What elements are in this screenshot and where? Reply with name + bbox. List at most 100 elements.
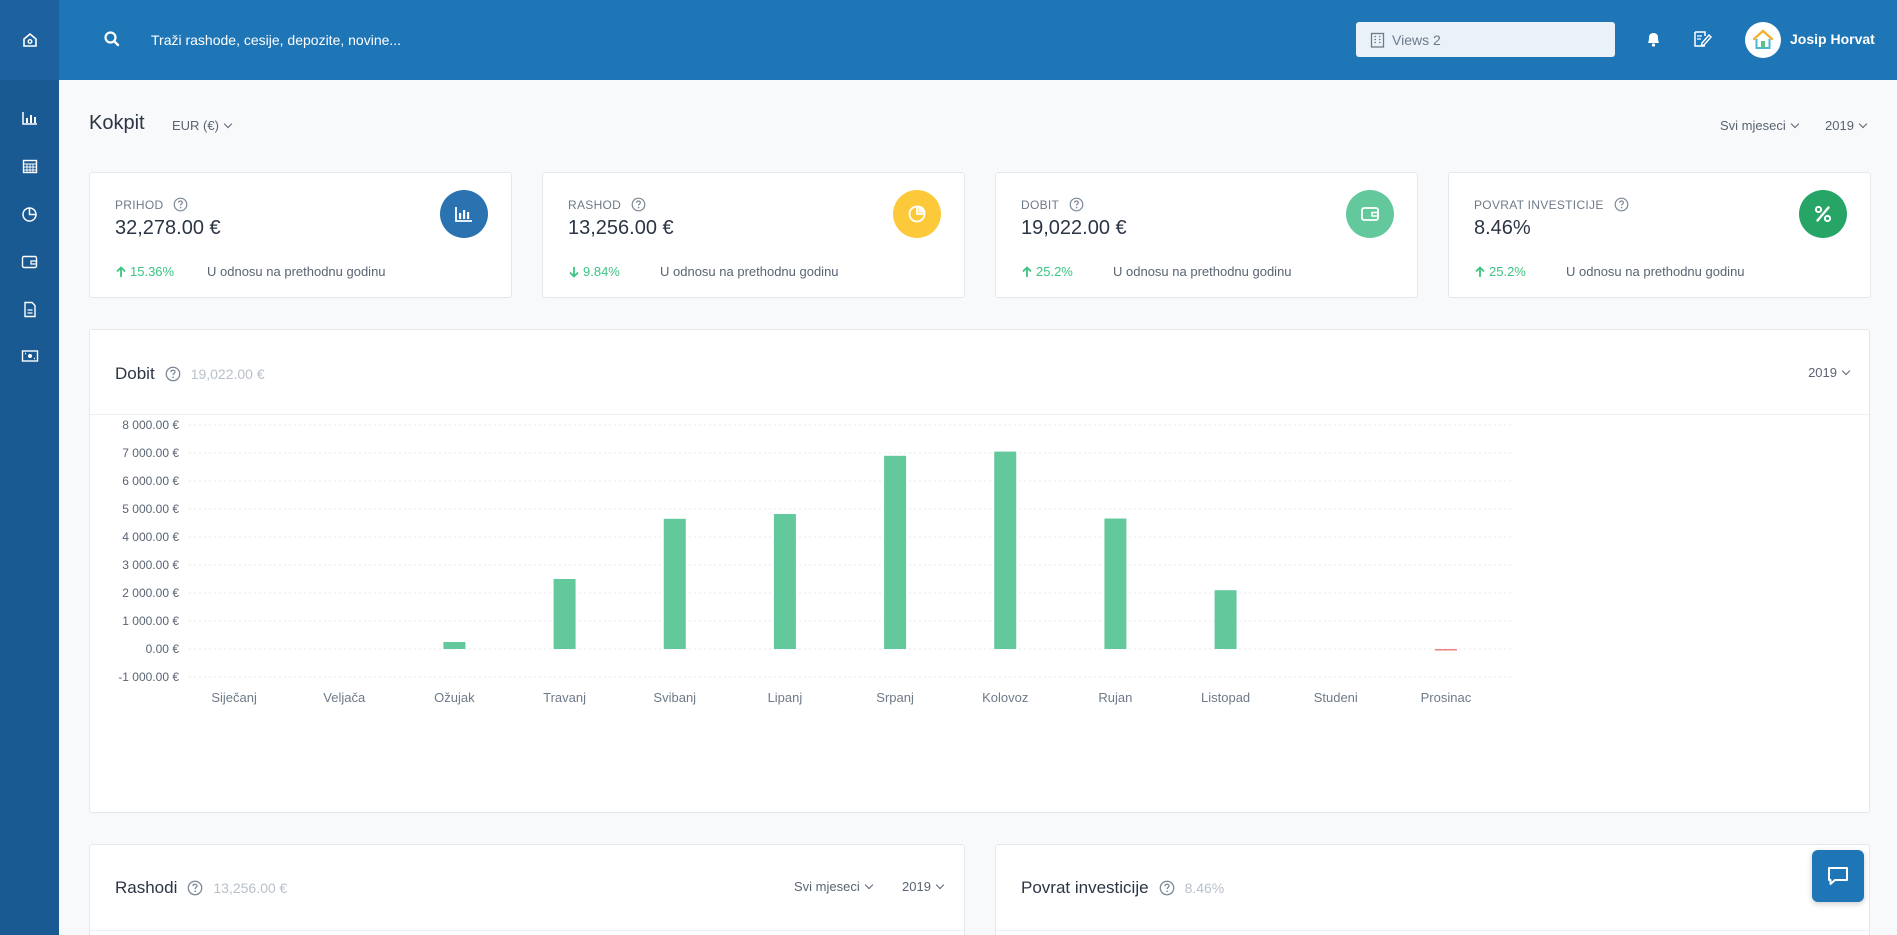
expenses-months-filter[interactable]: Svi mjeseci: [794, 879, 873, 894]
top-bar: Views 2 Josip Horvat: [59, 0, 1897, 80]
sidebar-item-wallet[interactable]: [0, 241, 59, 281]
arrow-up-icon: [1475, 265, 1485, 277]
chevron-down-icon: [864, 880, 873, 890]
search-icon[interactable]: [103, 30, 121, 48]
kpi-trend-value: 25.2%: [1036, 264, 1073, 279]
kpi-card-roi: POVRAT INVESTICIJE 8.46% 25.2% U odnosu …: [1448, 172, 1871, 298]
bar-chart-icon: [455, 207, 472, 222]
x-tick-label: Srpanj: [876, 690, 914, 705]
chat-button[interactable]: [1812, 850, 1864, 902]
expenses-card: Rashodi 13,256.00 € Svi mjeseci 2019: [89, 844, 965, 935]
document-icon: [23, 301, 36, 317]
kpi-trend: 9.84%: [568, 264, 620, 279]
y-tick-label: -1 000.00 €: [118, 670, 179, 684]
avatar[interactable]: [1745, 22, 1781, 58]
expenses-title: Rashodi: [115, 878, 178, 897]
expenses-months-label: Svi mjeseci: [794, 879, 860, 894]
x-axis-ticks: Siječanj Veljača Ožujak Travanj Svibanj Lipan…: [211, 690, 1471, 705]
profit-bar-chart: -1 000.00 € 0.00 € 1 000.00 € 2 000.00 € 3 0…: [118, 418, 1511, 705]
help-icon[interactable]: [1159, 880, 1175, 896]
sidebar-item-analytics[interactable]: [0, 194, 59, 234]
year-filter[interactable]: 2019: [1825, 118, 1868, 133]
kpi-label: RASHOD: [568, 197, 622, 212]
sidebar-home[interactable]: [0, 0, 59, 80]
y-axis-ticks: -1 000.00 € 0.00 € 1 000.00 € 2 000.00 € 3 0…: [118, 418, 179, 684]
x-tick-label: Rujan: [1098, 690, 1132, 705]
kpi-trend: 25.2%: [1474, 264, 1526, 279]
chart-bar[interactable]: [1214, 590, 1237, 649]
chart-total: 19,022.00 €: [190, 366, 265, 382]
bell-icon[interactable]: [1645, 30, 1662, 48]
chart-bar[interactable]: [553, 579, 576, 649]
expenses-year-filter[interactable]: 2019: [902, 879, 945, 894]
chart-title: Dobit: [115, 364, 155, 383]
chart-bar[interactable]: [773, 514, 796, 649]
y-tick-label: 7 000.00 €: [122, 446, 179, 460]
home-icon: [22, 32, 37, 47]
roi-title: Povrat investicije: [1021, 878, 1149, 897]
chart-bar[interactable]: [1104, 518, 1127, 649]
sidebar-item-reports[interactable]: [0, 98, 59, 138]
divider: [996, 930, 1869, 931]
help-icon[interactable]: [173, 197, 188, 212]
kpi-trend-note: U odnosu na prethodnu godinu: [1113, 264, 1292, 279]
x-tick-label: Svibanj: [653, 690, 696, 705]
views-selector[interactable]: Views 2: [1356, 22, 1615, 57]
y-tick-label: 2 000.00 €: [122, 586, 179, 600]
chevron-down-icon: [935, 880, 945, 890]
money-icon: [21, 350, 38, 362]
y-tick-label: 5 000.00 €: [122, 502, 179, 516]
pie-chart-icon: [908, 205, 926, 223]
kpi-label: POVRAT INVESTICIJE: [1474, 197, 1604, 212]
page-title: Kokpit: [89, 112, 145, 134]
chart-bar[interactable]: [663, 518, 686, 649]
kpi-icon-badge: [440, 190, 488, 238]
roi-card: Povrat investicije 8.46%: [995, 844, 1870, 935]
arrow-up-icon: [116, 265, 126, 277]
kpi-label: DOBIT: [1021, 197, 1060, 212]
help-icon[interactable]: [1614, 197, 1629, 212]
chevron-down-icon: [1841, 366, 1851, 376]
arrow-down-icon: [569, 266, 579, 278]
house-logo-icon: [1752, 29, 1774, 49]
y-tick-label: 8 000.00 €: [122, 418, 179, 432]
x-tick-label: Kolovoz: [982, 690, 1028, 705]
kpi-trend-note: U odnosu na prethodnu godinu: [1566, 264, 1745, 279]
currency-selector[interactable]: EUR (€): [172, 118, 233, 133]
chevron-down-icon: [223, 119, 233, 129]
kpi-value: 19,022.00 €: [1021, 217, 1127, 239]
kpi-label: PRIHOD: [115, 197, 164, 212]
kpi-trend: 15.36%: [115, 264, 174, 279]
chevron-down-icon: [1858, 119, 1868, 129]
y-tick-label: 1 000.00 €: [122, 614, 179, 628]
y-tick-label: 0.00 €: [146, 642, 180, 656]
sidebar-item-calendar[interactable]: [0, 146, 59, 186]
arrow-up-icon: [1022, 265, 1032, 277]
chart-bar[interactable]: [994, 451, 1017, 649]
kpi-value: 13,256.00 €: [568, 217, 674, 239]
help-icon[interactable]: [165, 366, 181, 382]
chart-year-selector[interactable]: 2019: [1808, 365, 1851, 380]
kpi-icon-badge: [1346, 190, 1394, 238]
percent-icon: [1814, 205, 1832, 223]
expenses-year-label: 2019: [902, 879, 931, 894]
help-icon[interactable]: [631, 197, 646, 212]
kpi-icon-badge: [1799, 190, 1847, 238]
help-icon[interactable]: [1069, 197, 1084, 212]
chart-bar[interactable]: [1434, 649, 1457, 651]
x-tick-label: Travanj: [543, 690, 586, 705]
edit-notes-icon[interactable]: [1693, 30, 1713, 48]
chart-header: Dobit 19,022.00 € 2019: [90, 330, 1869, 415]
search-input[interactable]: [151, 24, 651, 56]
expenses-total: 13,256.00 €: [213, 880, 288, 896]
x-tick-label: Veljača: [323, 690, 366, 705]
chart-bar[interactable]: [443, 642, 466, 649]
kpi-trend-value: 15.36%: [130, 264, 175, 279]
help-icon[interactable]: [187, 880, 203, 896]
user-name[interactable]: Josip Horvat: [1790, 31, 1875, 47]
sidebar-item-payments[interactable]: [0, 336, 59, 376]
chart-bar[interactable]: [884, 455, 907, 649]
months-filter[interactable]: Svi mjeseci: [1720, 118, 1799, 133]
divider: [90, 930, 964, 931]
sidebar-item-documents[interactable]: [0, 289, 59, 329]
